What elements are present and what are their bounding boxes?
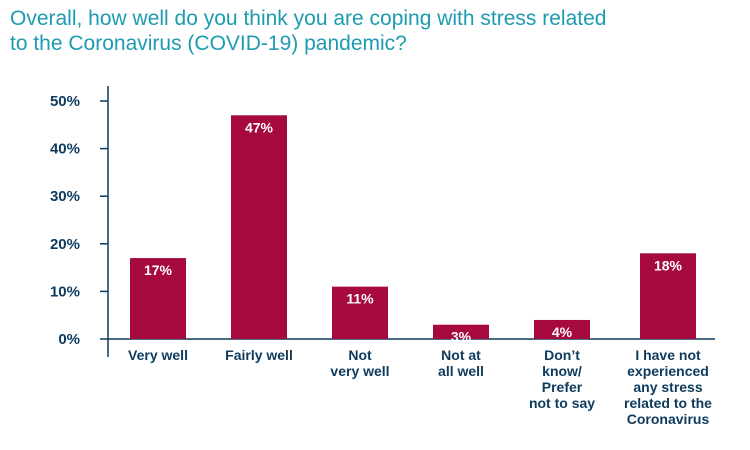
- x-tick-label: Not very well: [330, 347, 389, 379]
- x-tick-label-line: I have not: [635, 347, 701, 363]
- x-tick-label-line: Fairly well: [225, 347, 293, 363]
- x-tick-label-line: Very well: [128, 347, 188, 363]
- data-label: 4%: [552, 324, 573, 340]
- data-label: 17%: [144, 262, 173, 278]
- x-tick-label-line: Prefer: [542, 379, 583, 395]
- data-label: 3%: [451, 329, 472, 345]
- bar: [130, 258, 186, 339]
- x-tick-label: Very well: [128, 347, 188, 363]
- bar: [231, 115, 287, 339]
- bar: [433, 324, 489, 339]
- y-tick-label: 10%: [50, 283, 80, 300]
- x-tick-label-line: Not at: [441, 347, 481, 363]
- x-tick-label: I have not experienced any stress related t…: [624, 347, 712, 427]
- chart-title-line-2: to the Coronavirus (COVID-19) pandemic?: [10, 32, 407, 55]
- x-tick-label: Not at all well: [438, 347, 484, 379]
- x-tick-label-line: related to the: [624, 395, 712, 411]
- bar: [332, 286, 388, 339]
- chart-title-line-1: Overall, how well do you think you are c…: [10, 7, 607, 30]
- y-tick-label: 20%: [50, 236, 80, 253]
- y-tick-label: 50%: [50, 93, 80, 110]
- data-label: 47%: [245, 119, 274, 135]
- x-tick-label-line: not to say: [529, 395, 595, 411]
- x-tick-label-line: know/: [542, 363, 582, 379]
- x-tick-label-line: Not: [348, 347, 372, 363]
- x-tick-label: Fairly well: [225, 347, 293, 363]
- x-tick-label-line: Don’t: [544, 347, 580, 363]
- chart-title: Overall, how well do you think you are c…: [10, 6, 730, 56]
- y-tick-label: 40%: [50, 141, 80, 158]
- bar: [640, 253, 696, 339]
- y-tick-label: 0%: [58, 331, 80, 348]
- x-tick-label-line: Coronavirus: [627, 411, 710, 427]
- x-tick-label-line: all well: [438, 363, 484, 379]
- bar: [534, 319, 590, 339]
- data-label: 18%: [654, 257, 683, 273]
- x-tick-label-line: any stress: [633, 379, 702, 395]
- x-tick-label-line: very well: [330, 363, 389, 379]
- y-tick-label: 30%: [50, 188, 80, 205]
- x-tick-label-line: experienced: [627, 363, 709, 379]
- x-tick-label: Don’t know/Prefer not to say: [529, 347, 595, 411]
- data-label: 11%: [346, 291, 374, 307]
